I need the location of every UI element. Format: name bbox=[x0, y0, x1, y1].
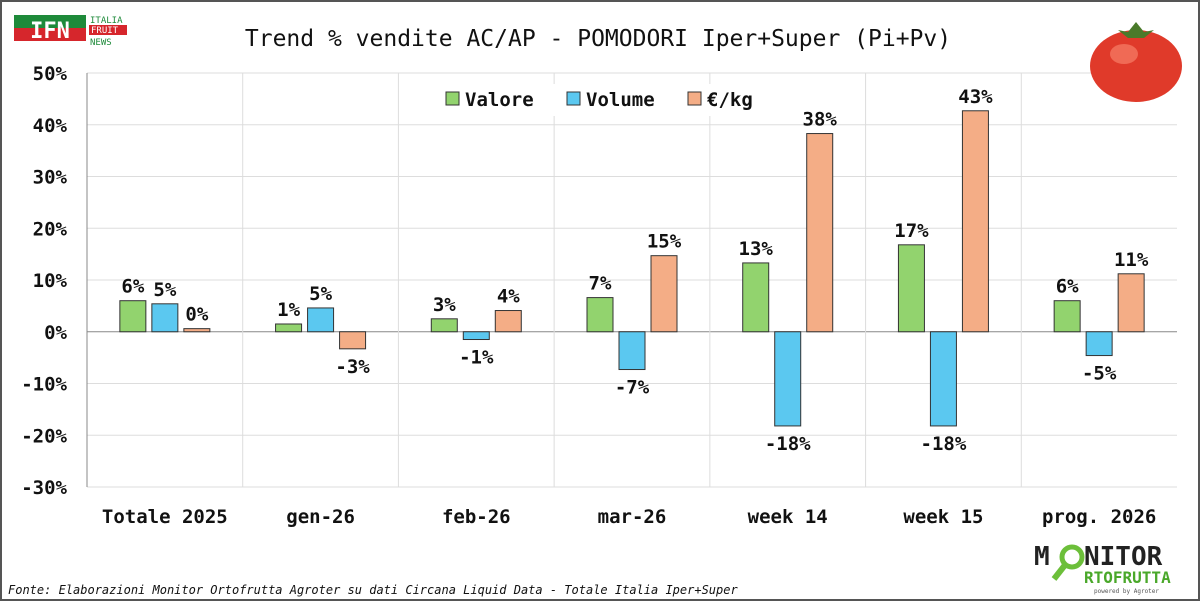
data-label: -18% bbox=[765, 433, 811, 455]
svg-text:NITOR: NITOR bbox=[1084, 543, 1163, 572]
data-label: 38% bbox=[803, 109, 838, 131]
y-tick-label: -30% bbox=[21, 477, 67, 499]
x-tick-label: feb-26 bbox=[442, 506, 511, 528]
data-label: -18% bbox=[921, 433, 967, 455]
svg-text:ITALIA: ITALIA bbox=[90, 16, 123, 26]
y-tick-label: 0% bbox=[44, 322, 67, 344]
bar-kg bbox=[650, 255, 678, 333]
x-tick-label: week 14 bbox=[748, 506, 828, 528]
x-tick-label: week 15 bbox=[903, 506, 983, 528]
x-tick-label: prog. 2026 bbox=[1042, 506, 1156, 528]
svg-text:M: M bbox=[1034, 543, 1050, 572]
bar-valore bbox=[742, 262, 770, 333]
data-label: 43% bbox=[958, 86, 993, 108]
bar-kg bbox=[806, 133, 834, 333]
legend-swatch bbox=[566, 91, 581, 106]
chart-title: Trend % vendite AC/AP - POMODORI Iper+Su… bbox=[245, 26, 951, 52]
y-tick-label: 50% bbox=[33, 63, 68, 85]
svg-text:FRUIT: FRUIT bbox=[91, 26, 119, 36]
x-tick-label: mar-26 bbox=[598, 506, 667, 528]
bar-volume bbox=[929, 331, 957, 427]
y-tick-label: -20% bbox=[21, 425, 67, 447]
data-label: -3% bbox=[335, 356, 370, 378]
bar-volume bbox=[618, 331, 646, 371]
y-tick-label: 20% bbox=[33, 218, 68, 240]
data-label: 1% bbox=[277, 299, 300, 321]
data-label: -7% bbox=[615, 377, 650, 399]
y-tick-label: -10% bbox=[21, 374, 67, 396]
data-label: 5% bbox=[153, 279, 176, 301]
source-note: Fonte: Elaborazioni Monitor Ortofrutta A… bbox=[8, 583, 738, 597]
bar-valore bbox=[897, 244, 925, 333]
data-label: -5% bbox=[1082, 363, 1117, 385]
legend-label: Volume bbox=[586, 89, 655, 111]
y-tick-label: 40% bbox=[33, 115, 68, 137]
bar-volume bbox=[774, 331, 802, 427]
bar-valore bbox=[1053, 300, 1081, 333]
legend-swatch bbox=[445, 91, 460, 106]
monitor-ortofrutta-logo: M NITOR RTOFRUTTA powered by Agroter bbox=[1034, 542, 1194, 600]
x-tick-label: Totale 2025 bbox=[102, 506, 228, 528]
bar-valore bbox=[586, 297, 614, 333]
legend-swatch bbox=[687, 91, 702, 106]
y-tick-label: 30% bbox=[33, 167, 68, 189]
svg-text:NEWS: NEWS bbox=[90, 38, 112, 46]
data-label: 0% bbox=[185, 304, 208, 326]
tomato-image bbox=[1088, 14, 1188, 109]
bar-valore bbox=[275, 323, 303, 333]
legend-box bbox=[430, 84, 770, 116]
svg-text:IFN: IFN bbox=[30, 19, 70, 44]
bar-valore bbox=[430, 318, 458, 333]
bar-volume bbox=[462, 331, 490, 341]
bar-volume bbox=[307, 307, 335, 333]
data-label: 4% bbox=[497, 286, 520, 308]
bar-valore bbox=[119, 300, 147, 333]
bar-kg bbox=[339, 331, 367, 350]
svg-text:powered by Agroter: powered by Agroter bbox=[1094, 588, 1159, 595]
data-label: 17% bbox=[894, 220, 929, 242]
bar-volume bbox=[1085, 331, 1113, 357]
data-label: 13% bbox=[739, 238, 774, 260]
bar-kg bbox=[494, 310, 522, 333]
legend-label: €/kg bbox=[707, 89, 753, 111]
bar-kg bbox=[183, 328, 211, 333]
data-label: 7% bbox=[589, 273, 612, 295]
bar-kg bbox=[1117, 273, 1145, 333]
y-tick-label: 10% bbox=[33, 270, 68, 292]
data-label: 3% bbox=[433, 294, 456, 316]
legend-label: Valore bbox=[465, 89, 534, 111]
x-tick-label: gen-26 bbox=[286, 506, 355, 528]
data-label: 6% bbox=[1056, 276, 1079, 298]
data-label: 6% bbox=[121, 276, 144, 298]
data-label: 11% bbox=[1114, 249, 1149, 271]
data-label: -1% bbox=[459, 347, 494, 369]
data-label: 5% bbox=[309, 283, 332, 305]
bar-volume bbox=[151, 303, 179, 333]
svg-text:RTOFRUTTA: RTOFRUTTA bbox=[1084, 568, 1171, 587]
bar-kg bbox=[961, 110, 989, 333]
data-label: 15% bbox=[647, 231, 682, 253]
ifn-logo: IFN ITALIA FRUIT NEWS bbox=[14, 12, 134, 51]
